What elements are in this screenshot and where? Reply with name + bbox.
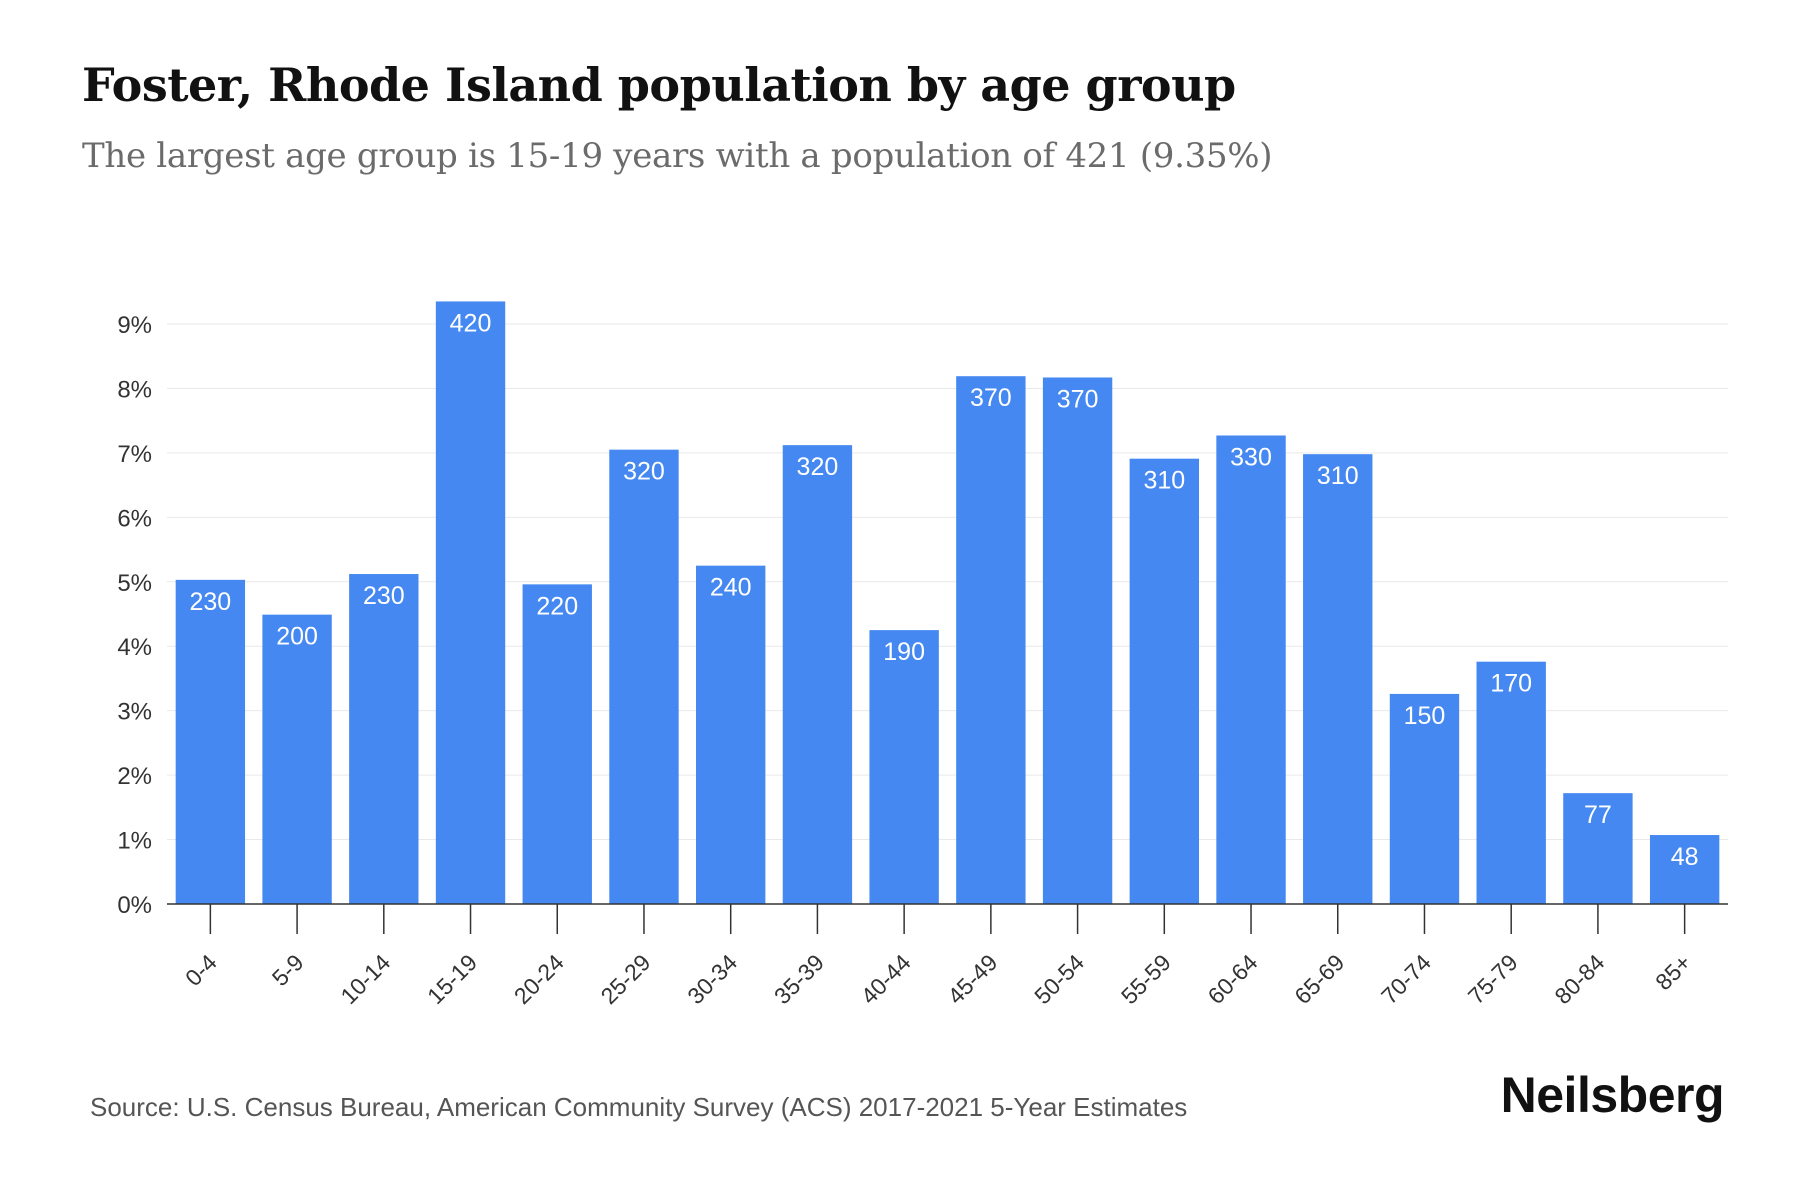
bar-value-label: 320 [797,453,839,481]
bar-value-label: 310 [1317,462,1359,490]
x-tick-label: 30-34 [682,949,742,1009]
bar [609,449,679,904]
y-tick-label: 7% [117,441,152,468]
bar-value-label: 230 [363,582,405,610]
bar-value-label: 310 [1143,467,1185,495]
source-note: Source: U.S. Census Bureau, American Com… [90,1092,1188,1122]
x-tick-label: 50-54 [1029,949,1089,1009]
bar-value-label: 190 [883,638,925,666]
bar [435,301,506,904]
x-tick-label: 35-39 [769,949,829,1009]
chart-title: Foster, Rhode Island population by age g… [82,58,1236,112]
bar [1649,835,1720,904]
x-tick-label: 25-29 [596,949,656,1009]
bar-value-label: 370 [1057,385,1099,413]
bar [1303,454,1373,904]
y-tick-label: 1% [117,828,152,855]
y-tick-label: 0% [117,892,152,919]
x-tick-label: 15-19 [422,949,482,1009]
bar-value-label: 420 [450,309,492,337]
x-tick-label: 75-79 [1463,949,1523,1009]
bar [1476,661,1546,904]
bar-value-label: 220 [536,592,578,620]
x-tick-label: 20-24 [509,949,569,1009]
bar-value-label: 200 [276,623,318,651]
x-tick-label: 55-59 [1116,949,1176,1009]
x-tick-label: 60-64 [1203,949,1263,1009]
bar-value-label: 330 [1230,443,1272,471]
bar [262,614,332,904]
bar-chart: 0% 1% 2% 3% 4% 5% 6% 7% 8% 9% 230 0-4 200 5-9 230 10-14… [117,301,1728,1009]
bar [349,574,419,904]
bar [1042,377,1113,904]
x-tick-label: 65-69 [1289,949,1349,1009]
bar [175,579,246,904]
bar [1389,693,1460,904]
bar-value-label: 77 [1584,801,1612,829]
x-tick-label: 85+ [1650,949,1696,995]
x-tick-label: 45-49 [942,949,1002,1009]
bar-value-label: 48 [1671,843,1699,871]
y-tick-label: 3% [117,699,152,726]
x-tick-label: 80-84 [1549,949,1609,1009]
brand-logo: Neilsberg [1500,1067,1725,1123]
y-tick-label: 8% [117,376,152,403]
bar [1129,458,1199,904]
x-tick-label: 40-44 [856,949,916,1009]
bar-value-label: 150 [1404,702,1446,730]
x-tick-label: 70-74 [1376,949,1436,1009]
y-tick-label: 6% [117,505,152,532]
chart-subtitle: The largest age group is 15-19 years wit… [82,136,1273,176]
y-tick-label: 4% [117,634,152,661]
bar [782,445,853,904]
bar [1563,793,1633,904]
bar [956,376,1026,904]
x-tick-label: 0-4 [180,949,222,991]
y-tick-label: 5% [117,570,152,597]
y-tick-label: 9% [117,312,152,339]
bar [522,584,592,904]
bar-value-label: 170 [1490,670,1532,698]
x-tick-label: 10-14 [335,949,395,1009]
bar [696,565,766,904]
y-tick-label: 2% [117,763,152,790]
x-tick-label: 5-9 [267,949,309,991]
bar-value-label: 240 [710,574,752,602]
bar-value-label: 320 [623,458,665,486]
bar [869,630,939,904]
bar-value-label: 230 [190,588,232,616]
bar-value-label: 370 [970,384,1012,412]
bar [1216,435,1286,904]
